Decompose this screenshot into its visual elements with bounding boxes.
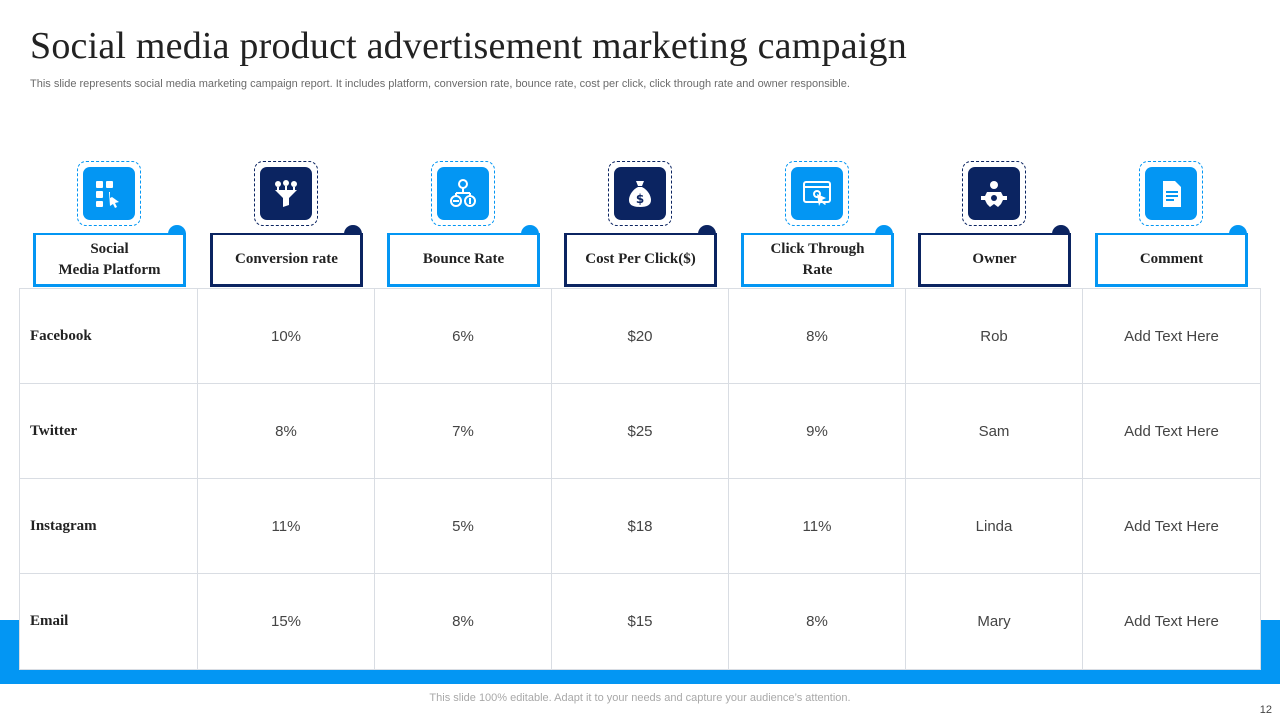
table-cell: 8% bbox=[375, 574, 552, 669]
table-cell: Add Text Here bbox=[1124, 328, 1219, 345]
column-header-label: Owner bbox=[972, 251, 1017, 268]
table-cell: $25 bbox=[552, 384, 729, 479]
column-header-label: Rate bbox=[802, 261, 833, 278]
table-row: Facebook 10% 6% $20 8% Rob Add Text Here bbox=[20, 289, 1260, 384]
table-cell: Sam bbox=[906, 384, 1083, 479]
column-header-label: Conversion rate bbox=[235, 251, 338, 268]
table-cell: Add Text Here bbox=[1124, 613, 1219, 630]
column-header-label: Bounce Rate bbox=[422, 251, 505, 268]
table-cell: 9% bbox=[729, 384, 906, 479]
column-header-label: Cost Per Click($) bbox=[585, 251, 696, 268]
app-touch-icon bbox=[83, 167, 135, 220]
table-cell: $15 bbox=[552, 574, 729, 669]
table-cell: 7% bbox=[375, 384, 552, 479]
table-cell-platform: Instagram bbox=[20, 479, 198, 574]
column-header-label: Comment bbox=[1139, 251, 1204, 268]
table-cell: 15% bbox=[198, 574, 375, 669]
table-cell-platform: Email bbox=[20, 574, 198, 669]
table-row: Email 15% 8% $15 8% Mary Add Text Here bbox=[20, 574, 1260, 669]
column-header-label: Click Through bbox=[770, 241, 865, 258]
page-number: 12 bbox=[1259, 704, 1272, 716]
money-bag-icon: $ bbox=[614, 167, 666, 220]
table-cell: 8% bbox=[729, 289, 906, 384]
funnel-icon bbox=[260, 167, 312, 220]
table-cell: Add Text Here bbox=[1124, 518, 1219, 535]
table-row: Instagram 11% 5% $18 11% Linda Add Text … bbox=[20, 479, 1260, 574]
table-row: Twitter 8% 7% $25 9% Sam Add Text Here bbox=[20, 384, 1260, 479]
footer-note: This slide 100% editable. Adapt it to yo… bbox=[429, 692, 851, 704]
table-cell: 5% bbox=[375, 479, 552, 574]
browser-click-icon bbox=[791, 167, 843, 220]
user-money-flow-icon bbox=[437, 167, 489, 220]
column-header-label: Media Platform bbox=[58, 261, 161, 278]
document-icon bbox=[1145, 167, 1197, 220]
table-cell: Linda bbox=[906, 479, 1083, 574]
person-gear-icon bbox=[968, 167, 1020, 220]
table-cell: Add Text Here bbox=[1124, 423, 1219, 440]
table-cell: 11% bbox=[198, 479, 375, 574]
table-cell: Rob bbox=[906, 289, 1083, 384]
table-cell: 8% bbox=[198, 384, 375, 479]
table-cell: $18 bbox=[552, 479, 729, 574]
table-cell-platform: Twitter bbox=[20, 384, 198, 479]
table-cell-platform: Facebook bbox=[20, 289, 198, 384]
table-cell: 10% bbox=[198, 289, 375, 384]
column-header-label: Social bbox=[90, 241, 129, 258]
table-cell: 6% bbox=[375, 289, 552, 384]
slide-subtitle: This slide represents social media marke… bbox=[30, 78, 850, 90]
table-cell: 8% bbox=[729, 574, 906, 669]
campaign-table: Facebook 10% 6% $20 8% Rob Add Text Here… bbox=[19, 288, 1261, 670]
table-cell: $20 bbox=[552, 289, 729, 384]
table-cell: 11% bbox=[729, 479, 906, 574]
slide-title: Social media product advertisement marke… bbox=[30, 25, 907, 67]
svg-text:$: $ bbox=[636, 192, 644, 206]
table-cell: Mary bbox=[906, 574, 1083, 669]
